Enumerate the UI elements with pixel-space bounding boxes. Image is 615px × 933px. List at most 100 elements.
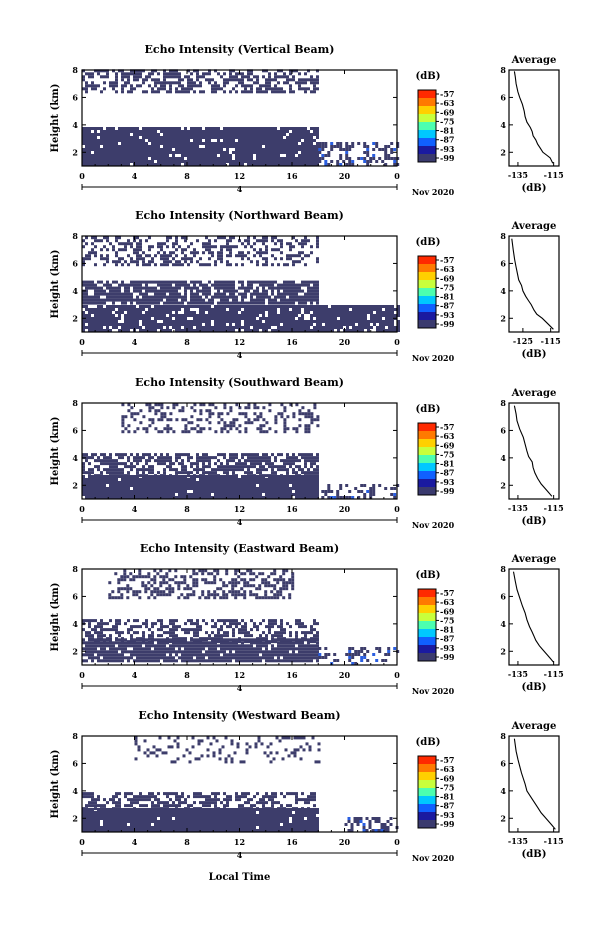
heatmap-cell — [181, 133, 184, 136]
heatmap-cell — [271, 311, 274, 314]
heatmap-cell — [372, 157, 375, 160]
heatmap-cell — [379, 311, 382, 314]
heatmap-cell — [130, 302, 133, 305]
heatmap-cell — [304, 293, 307, 296]
heatmap-cell — [166, 302, 169, 305]
heatmap-cell — [241, 157, 244, 160]
heatmap-cell — [151, 478, 154, 481]
heatmap-cell — [268, 78, 271, 81]
heatmap-cell — [121, 75, 124, 78]
heatmap-cell — [313, 145, 316, 148]
heatmap-cell — [100, 127, 103, 130]
heatmap-cell — [211, 78, 214, 81]
heatmap-cell — [144, 584, 147, 587]
y-tick-label: 8 — [72, 231, 78, 241]
heatmap-cell — [133, 484, 136, 487]
heatmap-cell — [393, 160, 396, 163]
heatmap-cell — [166, 320, 169, 323]
heatmap-cell — [256, 157, 259, 160]
heatmap-cell — [301, 142, 304, 145]
heatmap-cell — [241, 127, 244, 130]
heatmap-cell — [244, 326, 247, 329]
heatmap-cell — [108, 593, 111, 596]
heatmap-cell — [157, 127, 160, 130]
heatmap-cell — [112, 314, 115, 317]
heatmap-cell — [339, 157, 342, 160]
heatmap-cell — [229, 136, 232, 139]
heatmap-cell — [205, 157, 208, 160]
heatmap-cell — [97, 320, 100, 323]
heatmap-cell — [196, 481, 199, 484]
heatmap-cell — [256, 311, 259, 314]
heatmap-cell — [196, 471, 199, 474]
heatmap-cell — [148, 145, 151, 148]
heatmap-cell — [247, 311, 250, 314]
heatmap-cell — [133, 412, 136, 415]
heatmap-cell — [214, 151, 217, 154]
heatmap-cell — [142, 308, 145, 311]
heatmap-cell — [121, 453, 124, 456]
heatmap-cell — [91, 242, 94, 245]
heatmap-cell — [292, 154, 295, 157]
heatmap-cell — [121, 424, 124, 427]
heatmap-cell — [310, 308, 313, 311]
heatmap-cell — [363, 142, 366, 145]
heatmap-cell — [169, 468, 172, 471]
heatmap-cell — [159, 584, 162, 587]
heatmap-cell — [286, 490, 289, 493]
heatmap-cell — [316, 136, 319, 139]
heatmap-cell — [324, 154, 327, 157]
heatmap-cell — [271, 493, 274, 496]
heatmap-cell — [151, 78, 154, 81]
heatmap-cell — [133, 281, 136, 284]
heatmap-cell — [166, 296, 169, 299]
heatmap-cell — [91, 308, 94, 311]
heatmap-cell — [277, 320, 280, 323]
heatmap-cell — [280, 127, 283, 130]
heatmap-cell — [127, 320, 130, 323]
heatmap-cell — [91, 471, 94, 474]
heatmap-cell — [151, 302, 154, 305]
heatmap-cell — [208, 478, 211, 481]
heatmap-cell — [169, 81, 172, 84]
heatmap-cell — [199, 139, 202, 142]
heatmap-cell — [286, 311, 289, 314]
heatmap-cell — [283, 148, 286, 151]
heatmap-cell — [142, 478, 145, 481]
heatmap-cell — [234, 593, 237, 596]
heatmap-cell — [382, 305, 385, 308]
heatmap-cell — [247, 484, 250, 487]
heatmap-cell — [160, 308, 163, 311]
heatmap-cell — [259, 284, 262, 287]
heatmap-cell — [157, 136, 160, 139]
heatmap-cell — [118, 242, 121, 245]
heatmap-cell — [226, 263, 229, 266]
heatmap-cell — [129, 578, 132, 581]
heatmap-cell — [283, 299, 286, 302]
heatmap-cell — [268, 462, 271, 465]
heatmap-cell — [120, 575, 123, 578]
heatmap-cell — [283, 427, 286, 430]
heatmap-cell — [307, 154, 310, 157]
heatmap-cell — [316, 317, 319, 320]
heatmap-cell — [127, 487, 130, 490]
heatmap-cell — [355, 317, 358, 320]
heatmap-cell — [151, 421, 154, 424]
heatmap-cell — [292, 487, 295, 490]
heatmap-cell — [175, 305, 178, 308]
heatmap-cell — [214, 133, 217, 136]
heatmap-cell — [91, 127, 94, 130]
heatmap-cell — [133, 290, 136, 293]
heatmap-cell — [277, 323, 280, 326]
heatmap-cell — [124, 160, 127, 163]
heatmap-cell — [382, 314, 385, 317]
heatmap-cell — [199, 478, 202, 481]
heatmap-cell — [244, 481, 247, 484]
heatmap-cell — [97, 465, 100, 468]
heatmap-cell — [160, 415, 163, 418]
heatmap-cell — [154, 78, 157, 81]
heatmap-cell — [205, 475, 208, 478]
heatmap-cell — [286, 151, 289, 154]
heatmap-cell — [271, 290, 274, 293]
heatmap-cell — [202, 311, 205, 314]
